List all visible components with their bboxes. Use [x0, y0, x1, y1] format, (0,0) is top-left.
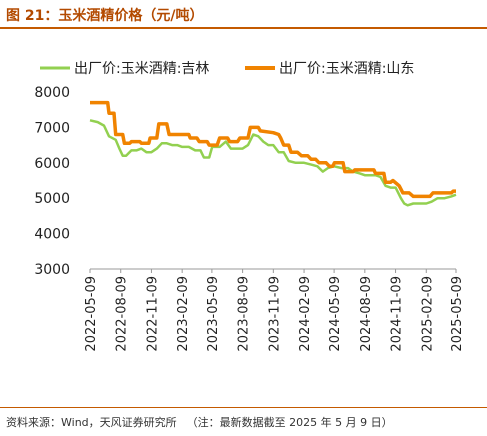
x-tick-label-1: 2022-05-09: [84, 276, 99, 352]
x-axis: 2022-05-09 2022-08-09 2022-11-09 2023-02-09…: [84, 268, 465, 352]
x-tick-label-11: 2024-11-09: [390, 276, 405, 352]
header-divider: [0, 27, 487, 29]
chart-legend: 出厂价:玉米酒精:吉林 出厂价:玉米酒精:山东: [40, 61, 414, 77]
footer-divider: [0, 407, 487, 408]
y-axis: 3000 4000 5000 6000 7000 8000: [34, 85, 70, 278]
y-tick-label-2: 4000: [34, 227, 70, 243]
x-tick-label-12: 2025-02-09: [420, 276, 435, 352]
y-tick-label-6: 8000: [34, 85, 70, 101]
x-tick-label-7: 2023-11-09: [267, 276, 282, 352]
x-tick-label-6: 2023-08-09: [237, 276, 252, 352]
source-note: 资料来源：Wind，天风证券研究所: [6, 416, 177, 429]
x-tick-label-8: 2024-02-09: [298, 276, 313, 352]
x-tick-label-10: 2024-08-09: [359, 276, 374, 352]
x-tick-label-3: 2022-11-09: [145, 276, 160, 352]
price-line-chart: 出厂价:玉米酒精:吉林 出厂价:玉米酒精:山东 3000 4000 5000 6000 7…: [34, 61, 465, 352]
x-tick-label-2: 2022-08-09: [115, 276, 130, 352]
series-line-1: [89, 119, 457, 207]
figure-title: 图 21：玉米酒精价格（元/吨）: [6, 8, 204, 24]
x-tick-label-5: 2023-05-09: [206, 276, 221, 352]
series-lines: [89, 100, 457, 207]
y-tick-label-3: 5000: [34, 191, 70, 207]
legend-label-1: 出厂价:玉米酒精:吉林: [74, 61, 209, 77]
y-tick-label-4: 6000: [34, 156, 70, 172]
legend-label-2: 出厂价:玉米酒精:山东: [279, 61, 414, 77]
series-line-2: [90, 100, 456, 199]
figure-header: 图 21：玉米酒精价格（元/吨）: [0, 0, 487, 29]
date-note: （注：最新数据截至 2025 年 5 月 9 日）: [186, 416, 393, 429]
x-tick-label-9: 2024-05-09: [328, 276, 343, 352]
figure-footer: 资料来源：Wind，天风证券研究所 （注：最新数据截至 2025 年 5 月 9 …: [6, 414, 403, 430]
y-tick-label-1: 3000: [34, 262, 70, 278]
x-tick-label-13: 2025-05-09: [450, 276, 465, 352]
y-tick-label-5: 7000: [34, 120, 70, 136]
x-tick-label-4: 2023-02-09: [176, 276, 191, 352]
